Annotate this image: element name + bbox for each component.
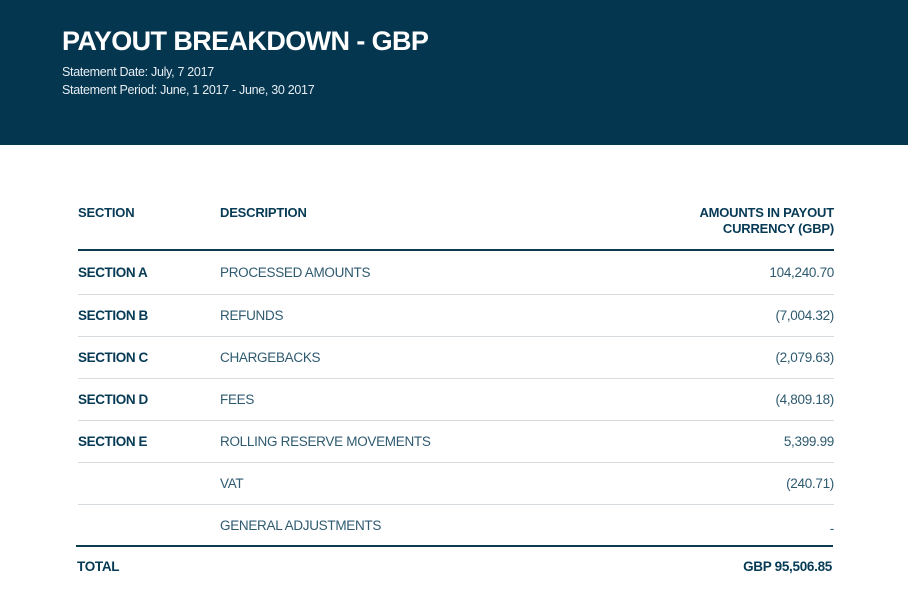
row-amount: (4,809.18) <box>775 392 834 407</box>
row-amount: (240.71) <box>786 476 834 491</box>
row-divider <box>78 420 834 421</box>
row-divider <box>78 294 834 295</box>
row-description: FEES <box>220 392 255 407</box>
page-title: PAYOUT BREAKDOWN - GBP <box>62 26 429 56</box>
table-row: VAT (240.71) <box>78 463 834 505</box>
table-row: SECTION A PROCESSED AMOUNTS 104,240.70 <box>78 252 834 294</box>
row-section: SECTION B <box>78 308 148 323</box>
row-amount: 104,240.70 <box>769 265 834 280</box>
table-row: SECTION C CHARGEBACKS (2,079.63) <box>78 337 834 379</box>
column-header-description: DESCRIPTION <box>220 205 307 220</box>
column-header-amount-line2: CURRENCY (GBP) <box>722 221 834 236</box>
row-section: SECTION C <box>78 350 148 365</box>
row-amount: (2,079.63) <box>775 350 834 365</box>
row-divider <box>78 336 834 337</box>
row-description: GENERAL ADJUSTMENTS <box>220 518 382 533</box>
statement-header: PAYOUT BREAKDOWN - GBP Statement Date: J… <box>0 0 908 145</box>
row-description: REFUNDS <box>220 308 284 323</box>
column-header-amount-line1: AMOUNTS IN PAYOUT <box>699 205 834 220</box>
header-divider <box>78 249 834 251</box>
row-amount: - <box>829 521 835 536</box>
row-amount: 5,399.99 <box>783 434 834 449</box>
statement-period: Statement Period: June, 1 2017 - June, 3… <box>62 83 315 97</box>
row-description: CHARGEBACKS <box>220 350 321 365</box>
table-row: GENERAL ADJUSTMENTS - <box>78 505 834 547</box>
row-amount: (7,004.32) <box>775 308 834 323</box>
row-section: SECTION E <box>78 434 148 449</box>
row-section: SECTION A <box>78 265 148 280</box>
row-description: PROCESSED AMOUNTS <box>220 265 371 280</box>
total-divider <box>76 545 833 547</box>
row-description: ROLLING RESERVE MOVEMENTS <box>220 434 431 449</box>
row-description: VAT <box>220 476 244 491</box>
total-value: GBP 95,506.85 <box>743 559 832 574</box>
column-header-section: SECTION <box>78 205 135 220</box>
row-divider <box>78 462 834 463</box>
column-header-amount: AMOUNTS IN PAYOUT CURRENCY (GBP) <box>600 205 834 237</box>
total-label: TOTAL <box>77 559 120 574</box>
table-row: SECTION B REFUNDS (7,004.32) <box>78 295 834 337</box>
table-row: SECTION E ROLLING RESERVE MOVEMENTS 5,39… <box>78 421 834 463</box>
row-section: SECTION D <box>78 392 148 407</box>
row-divider <box>78 378 834 379</box>
row-divider <box>78 504 834 505</box>
table-row: SECTION D FEES (4,809.18) <box>78 379 834 421</box>
statement-date: Statement Date: July, 7 2017 <box>62 65 214 79</box>
